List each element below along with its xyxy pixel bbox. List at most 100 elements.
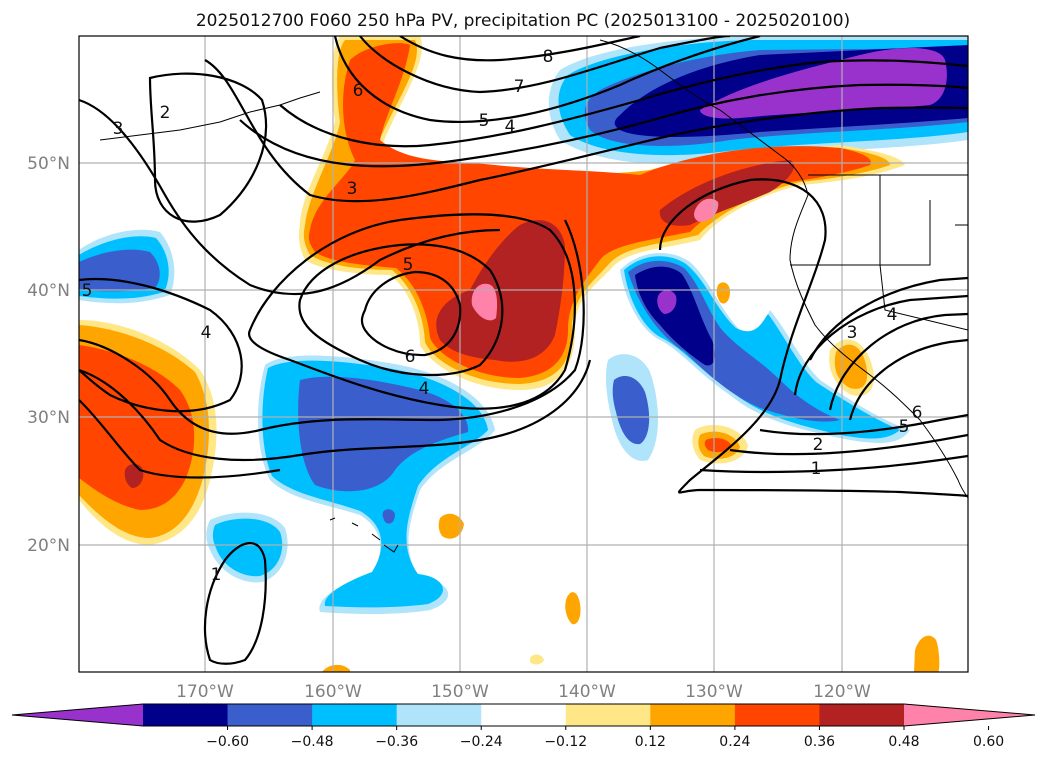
pos-spot-3 xyxy=(565,592,581,625)
lon-label: 140°W xyxy=(558,682,616,702)
lon-label: 150°W xyxy=(431,682,489,702)
contour-label: 8 xyxy=(543,47,554,67)
map-frame xyxy=(78,35,969,673)
contour-label: 6 xyxy=(912,403,923,423)
contour-label: 4 xyxy=(505,117,516,137)
colorbar-bin xyxy=(396,704,482,726)
pv-contour-2-wide xyxy=(79,359,592,462)
neg-anomaly-west-3 xyxy=(79,249,160,292)
colorbar-tick-label: −0.48 xyxy=(291,734,334,750)
pv-contour-east-trough-7 xyxy=(729,433,968,456)
pv-contour-2-west xyxy=(148,72,267,223)
pos-anomaly-central-7 xyxy=(694,198,719,222)
contour-label: 3 xyxy=(847,323,858,343)
colorbar-bin xyxy=(143,704,229,726)
contour-label: 5 xyxy=(479,111,490,131)
colorbar-tick-label: 0.24 xyxy=(719,734,750,750)
pv-contour-6 xyxy=(333,36,761,123)
neg-anomaly-east-5 xyxy=(657,290,677,314)
pv-contour-1-south xyxy=(79,399,281,479)
pos-anomaly-west-3 xyxy=(79,345,195,510)
pv-contour-3-north xyxy=(204,59,968,203)
lat-label: 30°N xyxy=(27,408,70,428)
colorbar-extend-low xyxy=(12,704,143,726)
pv-contour-east-trough-4 xyxy=(828,312,968,411)
aleutians xyxy=(99,91,321,141)
contour-label: 4 xyxy=(201,323,212,343)
contour-label: 6 xyxy=(405,347,416,367)
neg-anomaly-east-4 xyxy=(635,266,716,366)
colorbar-tick-label: −0.24 xyxy=(460,734,503,750)
colorbar-tick-label: 0.60 xyxy=(973,734,1004,750)
contour-label: 4 xyxy=(887,305,898,325)
latitude-labels: 50°N 40°N 30°N 20°N xyxy=(27,154,70,556)
lon-label: 170°W xyxy=(176,682,234,702)
lat-label: 50°N xyxy=(27,154,70,174)
neg-anomaly-hawaii-spot xyxy=(382,509,395,524)
pos-anomaly-central-3 xyxy=(308,43,871,378)
lon-label: 160°W xyxy=(304,682,362,702)
colorbar-bin xyxy=(481,704,567,726)
pv-contour-3-wide xyxy=(79,219,585,435)
colorbar-bin xyxy=(650,704,736,726)
contour-label: 7 xyxy=(514,77,525,97)
state-border-3 xyxy=(879,264,968,331)
neg-anomaly-east-7 xyxy=(612,376,650,445)
coastlines xyxy=(99,39,968,553)
pos-spot-1-core xyxy=(704,438,732,453)
pv-contours xyxy=(79,36,968,665)
contour-label: 1 xyxy=(811,459,822,479)
pv-contour-east-trough-8 xyxy=(699,454,968,474)
colorbar-tick-label: 0.36 xyxy=(804,734,835,750)
pos-anomaly-central-5 xyxy=(659,160,794,226)
pv-contour-5-ring xyxy=(298,243,504,377)
contour-label: 2 xyxy=(813,435,824,455)
colorbar-outline xyxy=(11,703,1036,727)
pv-contour-4-ring xyxy=(247,213,576,410)
pv-contour-4-north xyxy=(239,83,968,168)
pos-spot-4 xyxy=(716,282,730,304)
pv-contour-5-north xyxy=(279,59,968,148)
contour-label: 1 xyxy=(211,565,222,585)
map-panel: 8 7 6 5 4 3 2 3 5 4 5 6 4 1 4 3 6 5 2 1 xyxy=(78,35,969,673)
colorbar-extend-high xyxy=(904,704,1035,726)
colorbar-tick-label: 0.48 xyxy=(888,734,919,750)
contour-label: 6 xyxy=(353,81,364,101)
pv-contour-east-trough-6 xyxy=(759,413,968,436)
colorbar-tick-label: 0.12 xyxy=(635,734,666,750)
pv-contour-1-loop xyxy=(203,542,267,665)
north-america-coast xyxy=(599,39,968,499)
hawaii xyxy=(329,517,399,553)
pv-contour-east-trough-1 xyxy=(658,178,968,498)
contour-label: 3 xyxy=(113,119,124,139)
pv-contour-7 xyxy=(359,36,731,94)
colorbar-tick-label: −0.12 xyxy=(544,734,587,750)
longitude-labels: 170°W 160°W 150°W 140°W 130°W 120°W xyxy=(176,682,871,702)
pos-spot-5 xyxy=(914,635,940,672)
colorbar-bin xyxy=(734,704,820,726)
contour-label: 4 xyxy=(419,379,430,399)
colorbar-bin xyxy=(227,704,313,726)
colorbar: −0.60 −0.48 −0.36 −0.24 −0.12 0.12 0.24 0.36 0.4… xyxy=(11,703,1036,750)
lat-label: 20°N xyxy=(27,536,70,556)
lat-label: 40°N xyxy=(27,281,70,301)
lon-label: 120°W xyxy=(813,682,871,702)
colorbar-tick-label: −0.36 xyxy=(375,734,418,750)
contour-label: 2 xyxy=(160,103,171,123)
graticule xyxy=(79,36,968,672)
colorbar-bin xyxy=(819,704,905,726)
figure-title: 2025012700 F060 250 hPa PV, precipitatio… xyxy=(196,11,850,31)
contour-labels: 8 7 6 5 4 3 2 3 5 4 5 6 4 1 4 3 6 5 2 1 xyxy=(82,47,923,585)
pos-anomaly-central-6 xyxy=(471,283,498,321)
lon-label: 130°W xyxy=(685,682,743,702)
colorbar-tick-label: −0.60 xyxy=(206,734,249,750)
pos-spot-7 xyxy=(530,654,544,665)
contour-label: 3 xyxy=(347,179,358,199)
state-border-2 xyxy=(880,200,931,266)
pos-spot-2 xyxy=(438,513,464,539)
contour-label: 5 xyxy=(899,417,910,437)
contour-label: 5 xyxy=(403,255,414,275)
pos-spot-6 xyxy=(322,664,350,672)
pv-contour-east-trough-5 xyxy=(848,338,968,421)
